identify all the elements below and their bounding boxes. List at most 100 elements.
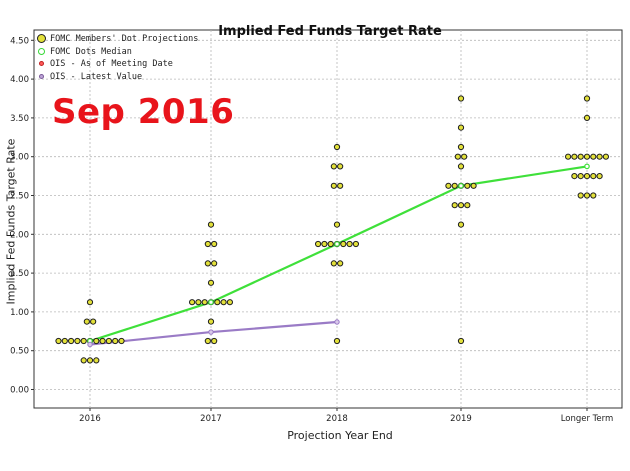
dot-projection-point bbox=[211, 260, 218, 267]
y-tick-label: 4.00 bbox=[10, 75, 29, 85]
x-tick-label: 2018 bbox=[326, 414, 348, 424]
dot-projection-point bbox=[565, 153, 572, 160]
dot-projection-point bbox=[577, 173, 584, 180]
dot-projection-point bbox=[204, 240, 211, 248]
dot-projection-point bbox=[457, 221, 465, 228]
dot-projection-point bbox=[451, 202, 458, 209]
y-axis-label: Implied Fed Funds Target Rate bbox=[4, 138, 18, 305]
median-point bbox=[334, 241, 340, 247]
legend-item-median: FOMC Dots Median bbox=[36, 46, 198, 59]
dot-projection-point bbox=[327, 240, 334, 248]
dot-marker-icon bbox=[36, 34, 48, 44]
dot-projection-point bbox=[211, 240, 218, 248]
plot-frame bbox=[33, 29, 623, 409]
dot-projection-point bbox=[315, 240, 322, 248]
dot-projection-point bbox=[583, 153, 591, 160]
dot-projection-point bbox=[583, 173, 591, 180]
dot-projection-point bbox=[352, 240, 359, 248]
median-line bbox=[89, 165, 588, 343]
x-tick-label: Longer Term bbox=[561, 414, 614, 424]
dot-projection-point bbox=[55, 337, 62, 345]
legend-item-ois-latest: OIS - Latest Value bbox=[36, 71, 198, 84]
dot-projection-point bbox=[195, 299, 202, 306]
median-point bbox=[208, 299, 214, 306]
y-tick-label: 2.00 bbox=[10, 230, 29, 240]
date-annotation: Sep 2016 bbox=[52, 92, 235, 132]
y-tick-label: 1.00 bbox=[10, 308, 29, 318]
dot-projection-point bbox=[464, 202, 471, 209]
legend-item-ois-meeting: OIS - As of Meeting Date bbox=[36, 58, 198, 71]
dot-projection-point bbox=[590, 192, 597, 199]
dot-projection-point bbox=[211, 337, 218, 345]
dot-projection-point bbox=[189, 299, 196, 306]
y-tick-label: 3.00 bbox=[10, 153, 29, 163]
dot-projection-point bbox=[337, 163, 344, 170]
y-tick-label: 3.50 bbox=[10, 114, 29, 124]
dot-projection-point bbox=[93, 357, 100, 364]
legend-item-dots: FOMC Members' Dot Projections bbox=[36, 33, 198, 46]
dot-projection-point bbox=[602, 153, 610, 160]
dot-projection-point bbox=[207, 279, 215, 286]
chart-title: Implied Fed Funds Target Rate bbox=[218, 24, 442, 39]
dot-projection-point bbox=[330, 260, 337, 267]
y-tick-label: 4.50 bbox=[10, 36, 29, 46]
dot-projection-point bbox=[346, 240, 353, 248]
dot-projection-point bbox=[204, 260, 211, 267]
dot-projection-point bbox=[590, 153, 597, 160]
dot-projection-point bbox=[93, 337, 100, 345]
dot-projection-point bbox=[226, 299, 233, 306]
dot-projection-point bbox=[596, 153, 603, 160]
dot-projection-point bbox=[68, 337, 75, 345]
x-tick-label: 2016 bbox=[79, 414, 101, 424]
dot-projection-point bbox=[457, 337, 465, 345]
median-marker-icon bbox=[36, 47, 48, 57]
y-tick-label: 0.00 bbox=[10, 386, 29, 396]
dot-projection-point bbox=[201, 299, 208, 306]
legend-label: OIS - As of Meeting Date bbox=[50, 59, 173, 69]
x-axis-label: Projection Year End bbox=[287, 429, 393, 442]
dot-projection-point bbox=[457, 202, 465, 209]
dot-projection-point bbox=[220, 299, 227, 306]
ois-latest-point bbox=[208, 329, 214, 335]
dot-projection-point bbox=[583, 192, 591, 199]
dot-projection-point bbox=[214, 299, 221, 306]
dot-projection-point bbox=[112, 337, 119, 345]
dot-projection-point bbox=[571, 153, 578, 160]
legend: FOMC Members' Dot Projections FOMC Dots … bbox=[36, 33, 198, 83]
dot-projection-point bbox=[207, 221, 215, 228]
dot-projection-point bbox=[340, 240, 347, 248]
dot-projection-point bbox=[577, 192, 584, 199]
dot-projection-point bbox=[207, 318, 215, 325]
dot-projection-point bbox=[83, 318, 90, 325]
dot-projection-point bbox=[86, 357, 94, 364]
dot-projection-point bbox=[590, 173, 597, 180]
legend-label: OIS - Latest Value bbox=[50, 71, 143, 82]
ois-latest-point bbox=[87, 341, 93, 348]
y-tick-label: 0.50 bbox=[10, 347, 29, 357]
dot-projection-point bbox=[337, 182, 344, 189]
dot-projection-point bbox=[90, 318, 97, 325]
dot-projection-point bbox=[105, 337, 113, 345]
dot-projection-point bbox=[457, 163, 465, 170]
dot-projection-point bbox=[571, 173, 578, 180]
dot-projection-point bbox=[80, 337, 87, 345]
dot-projection-point bbox=[74, 337, 81, 345]
dot-projection-point bbox=[99, 337, 106, 345]
dot-projection-point bbox=[583, 114, 591, 122]
dot-projection-point bbox=[461, 153, 468, 160]
dot-projection-point bbox=[321, 240, 328, 248]
dot-projection-point bbox=[330, 163, 337, 170]
dot-projection-point bbox=[470, 182, 477, 189]
dot-projection-point bbox=[204, 337, 211, 345]
ois-latest-marker-icon bbox=[36, 72, 48, 82]
dot-projection-point bbox=[330, 182, 337, 189]
dot-projection-point bbox=[80, 357, 87, 364]
dot-projection-point bbox=[583, 95, 591, 102]
dot-projection-point bbox=[333, 221, 341, 228]
dot-projection-point bbox=[333, 143, 341, 151]
dot-projection-point bbox=[577, 153, 584, 160]
y-tick-label: 1.50 bbox=[10, 269, 29, 279]
dot-projection-point bbox=[457, 143, 465, 151]
